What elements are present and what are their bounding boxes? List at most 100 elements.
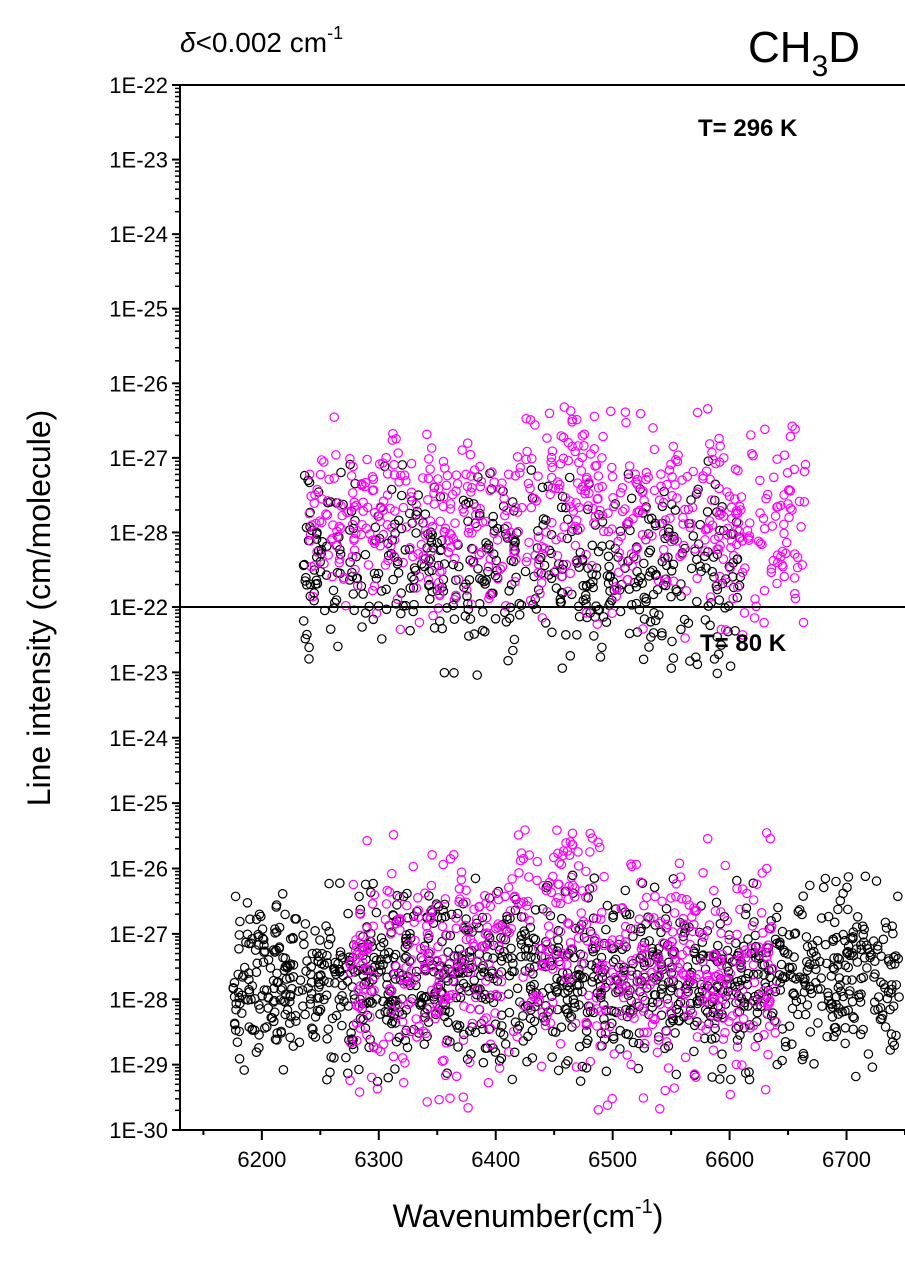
data-point-black [579, 932, 590, 943]
data-point-magenta [613, 536, 623, 547]
data-point-magenta [492, 535, 503, 545]
data-point-magenta [658, 544, 669, 555]
data-point-black [689, 1046, 699, 1057]
data-point-black [566, 1011, 577, 1022]
data-point-black [716, 640, 726, 650]
data-point-magenta [483, 1077, 494, 1088]
data-point-magenta [555, 1039, 566, 1049]
data-point-magenta [617, 506, 628, 517]
data-point-magenta [545, 929, 555, 940]
data-point-magenta [762, 1008, 773, 1019]
data-point-black [527, 1025, 538, 1036]
data-point-magenta [753, 536, 764, 547]
data-point-magenta [740, 563, 750, 573]
data-point-magenta [562, 846, 573, 856]
data-point-black [311, 552, 322, 562]
data-point-magenta [395, 624, 406, 635]
data-point-black [336, 467, 346, 478]
data-point-black [744, 1067, 754, 1077]
data-point-black [255, 1004, 265, 1014]
data-point-magenta [789, 549, 800, 559]
data-point-black [578, 580, 588, 591]
data-point-magenta [597, 510, 608, 521]
data-point-magenta [573, 847, 583, 857]
data-point-black [261, 985, 272, 995]
data-point-black [828, 934, 838, 945]
data-point-black [324, 977, 334, 988]
data-point-black [383, 550, 394, 561]
data-point-magenta [714, 457, 725, 467]
data-point-magenta [362, 502, 373, 513]
data-point-black [237, 972, 248, 982]
data-point-magenta [560, 950, 571, 960]
data-point-black [305, 999, 315, 1009]
data-point-black [858, 1024, 868, 1035]
data-point-black [335, 950, 346, 961]
data-point-black [769, 1015, 780, 1026]
y-tick-label: 1E-27 [109, 446, 168, 471]
data-point-black [546, 529, 557, 540]
data-point-magenta [723, 577, 733, 588]
data-point-magenta [367, 535, 378, 545]
data-point-black [844, 950, 855, 961]
data-point-black [540, 617, 551, 628]
data-point-black [601, 1066, 612, 1077]
data-point-black [668, 559, 679, 570]
data-point-magenta [556, 431, 566, 441]
data-point-black [526, 952, 536, 962]
data-point-black [731, 875, 742, 886]
data-point-black [464, 963, 475, 974]
data-point-magenta [444, 528, 455, 539]
data-point-magenta [450, 518, 460, 528]
data-point-magenta [682, 945, 693, 956]
data-point-magenta [543, 921, 554, 931]
data-point-magenta [789, 464, 800, 475]
data-point-magenta [718, 1034, 729, 1044]
data-point-magenta [634, 914, 645, 924]
data-point-magenta [735, 904, 745, 915]
data-point-black [643, 912, 653, 922]
data-point-magenta [718, 978, 729, 988]
data-point-magenta [536, 541, 547, 552]
data-point-magenta [790, 593, 801, 604]
data-point-magenta [676, 893, 687, 904]
data-point-magenta [641, 957, 652, 968]
data-point-magenta [493, 919, 503, 929]
data-point-black [509, 634, 520, 645]
data-point-black [752, 1007, 763, 1018]
data-point-magenta [472, 956, 483, 966]
data-point-magenta [547, 446, 558, 456]
data-point-magenta [744, 535, 754, 545]
data-point-black [743, 934, 753, 944]
data-point-magenta [599, 940, 609, 951]
data-point-magenta [533, 559, 544, 569]
data-point-magenta [461, 469, 471, 480]
data-point-black [723, 626, 733, 637]
data-point-black [267, 1013, 278, 1023]
data-point-black [460, 611, 471, 621]
data-point-magenta [426, 443, 437, 453]
data-point-black [293, 986, 304, 996]
data-point-magenta [779, 571, 790, 582]
data-point-magenta [530, 550, 540, 561]
data-point-magenta [453, 574, 464, 585]
data-point-magenta [351, 1018, 362, 1028]
data-point-magenta [397, 1016, 408, 1027]
molecule-subscript: 3 [812, 50, 829, 83]
data-point-black [420, 1008, 430, 1018]
data-point-magenta [454, 896, 464, 907]
data-point-magenta [756, 907, 767, 918]
data-point-magenta [433, 474, 443, 484]
data-point-magenta [563, 586, 573, 597]
data-point-black [291, 914, 302, 924]
data-point-magenta [692, 407, 703, 418]
data-point-black [645, 616, 656, 627]
data-point-magenta [491, 888, 502, 899]
data-point-magenta [652, 1047, 663, 1058]
data-point-black [784, 1021, 795, 1031]
data-point-magenta [713, 956, 724, 966]
data-point-magenta [353, 1001, 363, 1012]
data-point-magenta [765, 924, 776, 934]
data-point-magenta [718, 511, 729, 521]
x-axis-ticks: 6200 6300 6400 6500 6600 6700 [202, 1130, 905, 1172]
